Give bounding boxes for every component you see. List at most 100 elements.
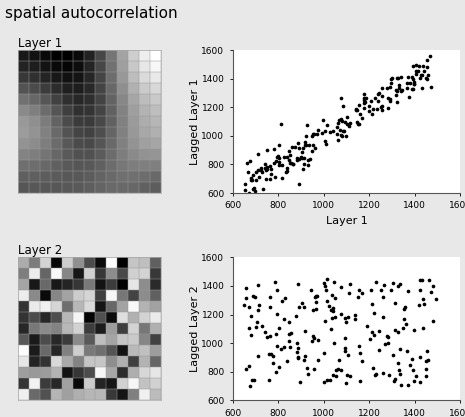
Point [337, 367, 345, 374]
Point [397, 346, 404, 353]
Point [309, 337, 316, 344]
Point [269, 359, 276, 366]
Point [275, 324, 283, 331]
Point [378, 287, 385, 294]
Point [241, 186, 249, 193]
Point [344, 114, 351, 121]
Point [324, 122, 331, 128]
Point [334, 366, 342, 372]
Point [252, 188, 259, 194]
Point [410, 76, 417, 83]
Point [427, 289, 434, 295]
Point [393, 99, 400, 106]
Point [314, 337, 321, 344]
Point [420, 301, 428, 308]
Point [261, 165, 269, 171]
Point [278, 346, 285, 353]
Point [275, 364, 283, 370]
Point [242, 365, 250, 372]
Point [282, 168, 290, 175]
Point [355, 294, 362, 300]
Point [296, 379, 304, 385]
Point [310, 366, 318, 373]
Point [297, 154, 305, 161]
Point [309, 306, 316, 313]
Point [321, 138, 329, 145]
Point [286, 156, 293, 163]
Point [334, 120, 342, 127]
Point [423, 348, 431, 354]
Point [345, 352, 352, 359]
Point [374, 90, 382, 97]
Point [384, 104, 392, 111]
Point [335, 117, 343, 123]
Point [329, 308, 337, 314]
Point [273, 154, 281, 161]
Point [338, 94, 345, 101]
Point [269, 352, 277, 359]
Point [374, 98, 381, 105]
Point [266, 333, 273, 340]
Point [404, 80, 411, 86]
Point [245, 325, 252, 332]
Point [340, 128, 348, 135]
Point [266, 304, 274, 311]
Point [339, 132, 346, 139]
Point [361, 97, 368, 103]
Point [360, 91, 367, 98]
Point [249, 186, 257, 192]
Point [384, 339, 392, 346]
Point [321, 128, 329, 134]
Point [411, 80, 418, 87]
Point [360, 99, 367, 106]
Point [386, 96, 393, 103]
Point [368, 111, 376, 117]
Point [341, 314, 349, 321]
Point [266, 175, 274, 182]
Point [406, 362, 414, 368]
Point [285, 319, 292, 325]
Point [322, 317, 329, 324]
Point [319, 117, 327, 124]
Point [264, 333, 271, 340]
Point [339, 118, 346, 125]
Point [390, 378, 398, 385]
Point [254, 282, 261, 289]
Point [284, 153, 291, 160]
Point [395, 367, 403, 373]
Point [412, 67, 419, 74]
Y-axis label: Lagged Layer 1: Lagged Layer 1 [190, 78, 200, 165]
Point [333, 123, 340, 130]
Point [379, 294, 387, 301]
Point [371, 371, 379, 378]
Point [385, 372, 393, 378]
Point [410, 81, 418, 88]
Point [249, 171, 256, 178]
Point [257, 167, 265, 173]
Point [410, 378, 417, 384]
Point [270, 159, 277, 166]
Point [261, 329, 268, 336]
Point [295, 303, 302, 310]
Point [280, 153, 288, 160]
Point [401, 306, 408, 312]
Point [423, 63, 430, 70]
Point [330, 279, 338, 286]
Point [352, 106, 359, 113]
Point [295, 156, 303, 163]
Point [397, 371, 404, 377]
Point [307, 286, 314, 293]
Point [326, 377, 333, 384]
Point [300, 161, 307, 167]
Point [310, 131, 317, 137]
Point [375, 347, 383, 353]
Point [424, 75, 431, 82]
Point [352, 106, 360, 113]
Point [365, 108, 372, 114]
Point [312, 306, 319, 313]
Point [280, 344, 288, 351]
Point [408, 74, 415, 81]
Point [403, 84, 411, 91]
Point [286, 337, 293, 344]
Point [253, 319, 260, 326]
